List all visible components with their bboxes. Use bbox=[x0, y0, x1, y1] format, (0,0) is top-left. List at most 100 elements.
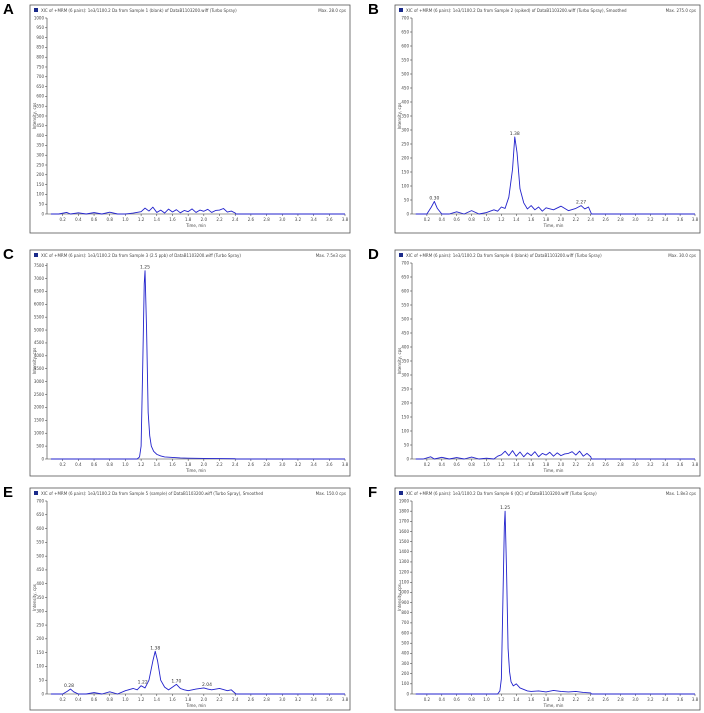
peak-label: 1.25 bbox=[500, 505, 510, 511]
y-tick-label: 800 bbox=[36, 55, 44, 60]
x-tick-label: 2.6 bbox=[602, 217, 609, 222]
x-tick-label: 1.8 bbox=[185, 462, 192, 467]
y-tick-label: 450 bbox=[401, 330, 409, 335]
x-tick-label: 2.2 bbox=[216, 217, 223, 222]
y-tick-label: 500 bbox=[401, 316, 409, 321]
y-tick-label: 0 bbox=[41, 211, 44, 216]
x-tick-label: 3.6 bbox=[677, 217, 684, 222]
x-tick-label: 1.8 bbox=[543, 697, 550, 702]
x-tick-label: 2.2 bbox=[573, 697, 580, 702]
y-tick-label: 50 bbox=[39, 202, 45, 207]
x-tick-label: 2.8 bbox=[263, 462, 270, 467]
y-tick-label: 200 bbox=[401, 671, 409, 676]
x-tick-label: 1.0 bbox=[122, 217, 129, 222]
x-tick-label: 3.0 bbox=[632, 697, 639, 702]
x-tick-label: 1.4 bbox=[154, 697, 161, 702]
y-tick-label: 1000 bbox=[34, 431, 45, 436]
x-tick-label: 0.8 bbox=[107, 217, 114, 222]
x-tick-label: 3.4 bbox=[310, 697, 317, 702]
y-tick-label: 350 bbox=[36, 595, 44, 600]
y-tick-label: 0 bbox=[406, 456, 409, 461]
x-tick-label: 1.6 bbox=[528, 462, 535, 467]
max-intensity-label: Max. 28.0 cps bbox=[318, 8, 346, 13]
y-tick-label: 6000 bbox=[34, 302, 45, 307]
x-tick-label: 2.6 bbox=[602, 462, 609, 467]
y-tick-label: 2000 bbox=[34, 405, 45, 410]
x-tick-label: 0.4 bbox=[75, 217, 82, 222]
y-tick-label: 500 bbox=[36, 113, 44, 118]
panel-letter-c: C bbox=[3, 246, 14, 263]
y-tick-label: 1600 bbox=[399, 529, 410, 534]
x-tick-label: 2.8 bbox=[617, 462, 624, 467]
y-tick-label: 800 bbox=[401, 610, 409, 615]
series-marker bbox=[399, 491, 403, 495]
x-tick-label: 0.2 bbox=[424, 217, 431, 222]
chart-panel-f: XIC of +MRM (6 pairs): 1e3/1100.2 Da fro… bbox=[394, 487, 701, 711]
chart-header: XIC of +MRM (6 pairs): 1e3/1100.2 Da fro… bbox=[41, 491, 264, 496]
peak-label: 2.04 bbox=[202, 682, 212, 688]
x-tick-label: 3.4 bbox=[662, 697, 669, 702]
max-intensity-label: Max. 1.8e3 cps bbox=[666, 491, 696, 496]
x-tick-label: 2.8 bbox=[617, 217, 624, 222]
y-tick-label: 150 bbox=[401, 169, 409, 174]
y-tick-label: 850 bbox=[36, 45, 44, 50]
chart-frame bbox=[394, 4, 701, 234]
x-tick-label: 2.4 bbox=[588, 462, 595, 467]
x-tick-label: 0.4 bbox=[75, 462, 82, 467]
x-tick-label: 0.2 bbox=[424, 697, 431, 702]
y-tick-label: 200 bbox=[36, 636, 44, 641]
x-tick-label: 3.0 bbox=[279, 462, 286, 467]
x-tick-label: 2.0 bbox=[558, 697, 565, 702]
y-tick-label: 500 bbox=[36, 553, 44, 558]
max-intensity-label: Max. 275.0 cps bbox=[666, 8, 696, 13]
y-tick-label: 0 bbox=[41, 691, 44, 696]
chart-frame bbox=[29, 4, 351, 234]
series-marker bbox=[34, 8, 38, 12]
x-tick-label: 1.6 bbox=[169, 217, 176, 222]
x-axis-title: Time, min bbox=[185, 703, 206, 708]
x-tick-label: 3.0 bbox=[632, 217, 639, 222]
x-tick-label: 3.2 bbox=[295, 697, 302, 702]
peak-label: 1.38 bbox=[510, 131, 520, 137]
y-tick-label: 900 bbox=[36, 35, 44, 40]
y-tick-label: 300 bbox=[36, 609, 44, 614]
x-tick-label: 0.6 bbox=[453, 697, 460, 702]
x-tick-label: 1.6 bbox=[169, 462, 176, 467]
y-tick-label: 650 bbox=[401, 274, 409, 279]
y-tick-label: 250 bbox=[36, 162, 44, 167]
y-tick-label: 200 bbox=[36, 172, 44, 177]
y-tick-label: 4000 bbox=[34, 353, 45, 358]
x-tick-label: 3.8 bbox=[692, 462, 699, 467]
x-tick-label: 2.2 bbox=[216, 697, 223, 702]
chart-header: XIC of +MRM (6 pairs): 1e3/1100.2 Da fro… bbox=[41, 8, 237, 13]
y-tick-label: 400 bbox=[36, 581, 44, 586]
x-tick-label: 0.6 bbox=[453, 217, 460, 222]
x-tick-label: 3.6 bbox=[677, 462, 684, 467]
x-axis-title: Time, min bbox=[185, 468, 206, 473]
x-tick-label: 1.0 bbox=[122, 462, 129, 467]
y-tick-label: 600 bbox=[401, 288, 409, 293]
max-intensity-label: Max. 7.5e3 cps bbox=[316, 253, 346, 258]
x-tick-label: 2.2 bbox=[216, 462, 223, 467]
y-tick-label: 400 bbox=[401, 99, 409, 104]
y-tick-label: 700 bbox=[401, 15, 409, 20]
x-tick-label: 1.2 bbox=[138, 462, 145, 467]
y-tick-label: 4500 bbox=[34, 340, 45, 345]
x-tick-label: 3.6 bbox=[677, 697, 684, 702]
chart-header: XIC of +MRM (6 pairs): 1e3/1100.2 Da fro… bbox=[41, 253, 241, 258]
y-tick-label: 7500 bbox=[34, 263, 45, 268]
y-tick-label: 3000 bbox=[34, 379, 45, 384]
chromatogram-trace bbox=[415, 136, 695, 215]
y-tick-label: 1000 bbox=[399, 590, 410, 595]
x-tick-label: 3.2 bbox=[295, 217, 302, 222]
y-tick-label: 150 bbox=[36, 650, 44, 655]
x-tick-label: 0.8 bbox=[468, 462, 475, 467]
y-tick-label: 350 bbox=[36, 143, 44, 148]
x-axis-title: Time, min bbox=[543, 703, 564, 708]
x-tick-label: 1.4 bbox=[513, 462, 520, 467]
x-tick-label: 3.6 bbox=[326, 217, 333, 222]
x-tick-label: 0.6 bbox=[91, 217, 98, 222]
x-tick-label: 3.8 bbox=[692, 217, 699, 222]
x-tick-label: 0.4 bbox=[439, 217, 446, 222]
